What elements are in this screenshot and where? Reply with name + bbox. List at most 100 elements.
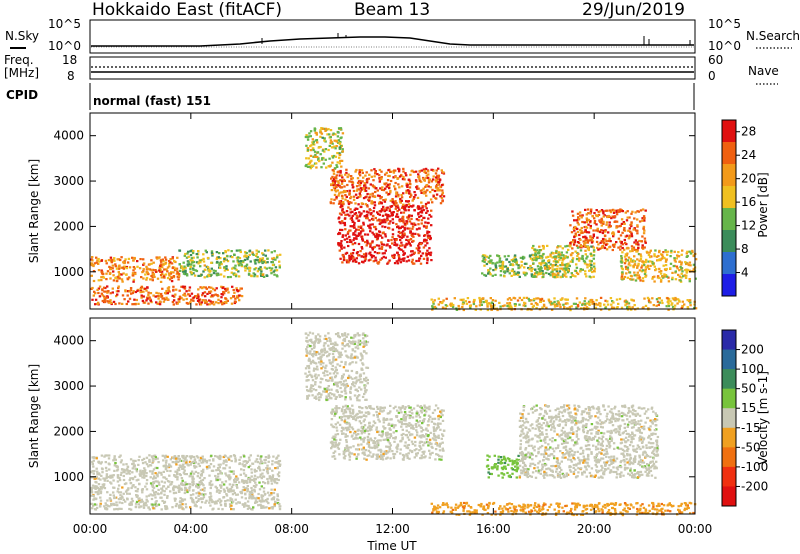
velocity-cell [206,467,209,470]
velocity-cell [199,506,202,509]
power-cell [346,175,349,179]
power-cell [106,285,109,288]
power-cell [424,171,427,174]
velocity-cell [152,468,156,471]
power-cell [540,263,543,266]
power-cell [394,181,397,185]
velocity-cell [97,489,101,492]
station-title: Hokkaido East (fitACF) [92,0,282,20]
power-cell [610,303,613,306]
power-cell [578,257,581,260]
power-cell [372,255,375,258]
power-cell [311,164,315,168]
power-cell [341,132,345,135]
power-cell [564,265,567,268]
velocity-cell [90,502,93,505]
power-cell [587,212,590,215]
power-cell [575,219,578,222]
power-cell [145,265,148,268]
power-cell [364,189,368,192]
velocity-region [90,454,282,511]
power-cell [232,295,235,298]
power-cell [172,275,176,278]
power-cell [572,239,575,242]
velocity-cell [151,457,155,460]
velocity-cell [353,430,357,433]
velocity-cell [93,469,96,473]
velocity-cell [110,504,113,507]
velocity-cell [377,418,380,421]
velocity-cell [193,465,196,468]
velocity-cell [118,507,121,510]
power-cell [577,216,580,219]
power-cell [427,252,431,256]
power-cell [198,299,201,302]
power-cell [96,288,99,291]
power-cell [603,246,607,250]
power-scatter [90,127,698,312]
power-cell [211,254,214,257]
power-cell [122,261,125,264]
power-cell [641,235,644,238]
velocity-cell [243,503,246,506]
power-cell [137,302,140,305]
power-cell [352,256,355,259]
power-cell [687,263,690,267]
velocity-cell [236,486,239,489]
velocity-cell [107,462,110,465]
power-cell [385,185,388,188]
power-cell [146,286,149,289]
power-cell [480,303,483,306]
velocity-cell [198,459,201,462]
velocity-cell [420,436,423,439]
velocity-cell [382,454,385,457]
velocity-cell [173,474,176,477]
power-cell [590,266,593,269]
power-cell [688,261,692,264]
power-cell [399,197,402,201]
power-cell [462,298,465,301]
velocity-cell [142,457,146,460]
power-cell [625,300,628,303]
power-cell [532,297,536,301]
power-cell [166,266,170,269]
power-cell [430,224,433,227]
power-cell [694,307,698,310]
power-cell [592,249,596,252]
velocity-cell [142,471,146,474]
power-cell [587,263,590,266]
velocity-cell [413,449,416,452]
velocity-cell [138,455,141,458]
power-cell [381,236,384,239]
power-cell [103,300,107,304]
power-cell [484,274,488,277]
velocity-cell [181,455,184,459]
power-cell [356,196,359,199]
power-cell [407,215,411,218]
velocity-cell [126,468,129,471]
velocity-cell [148,454,151,457]
velocity-cell [200,481,203,484]
power-cell [579,270,582,273]
power-cell [381,214,385,217]
velocity-cell [214,485,217,488]
velocity-cell [279,505,282,508]
velocity-cell [223,454,227,457]
power-cell [632,260,636,263]
power-cell [649,249,652,252]
power-cell [691,270,694,273]
power-cell [595,209,598,212]
power-cell [102,276,105,279]
velocity-cell [225,460,228,463]
power-cell [636,210,639,213]
power-cell [667,276,670,279]
power-cell [221,303,224,306]
power-cell [203,264,206,267]
velocity-cell [340,426,344,429]
power-cell [483,256,486,259]
power-cell [579,238,582,241]
velocity-cell [254,500,258,503]
power-cell [671,278,674,281]
velocity-cell [265,470,269,473]
power-cell [349,211,352,214]
